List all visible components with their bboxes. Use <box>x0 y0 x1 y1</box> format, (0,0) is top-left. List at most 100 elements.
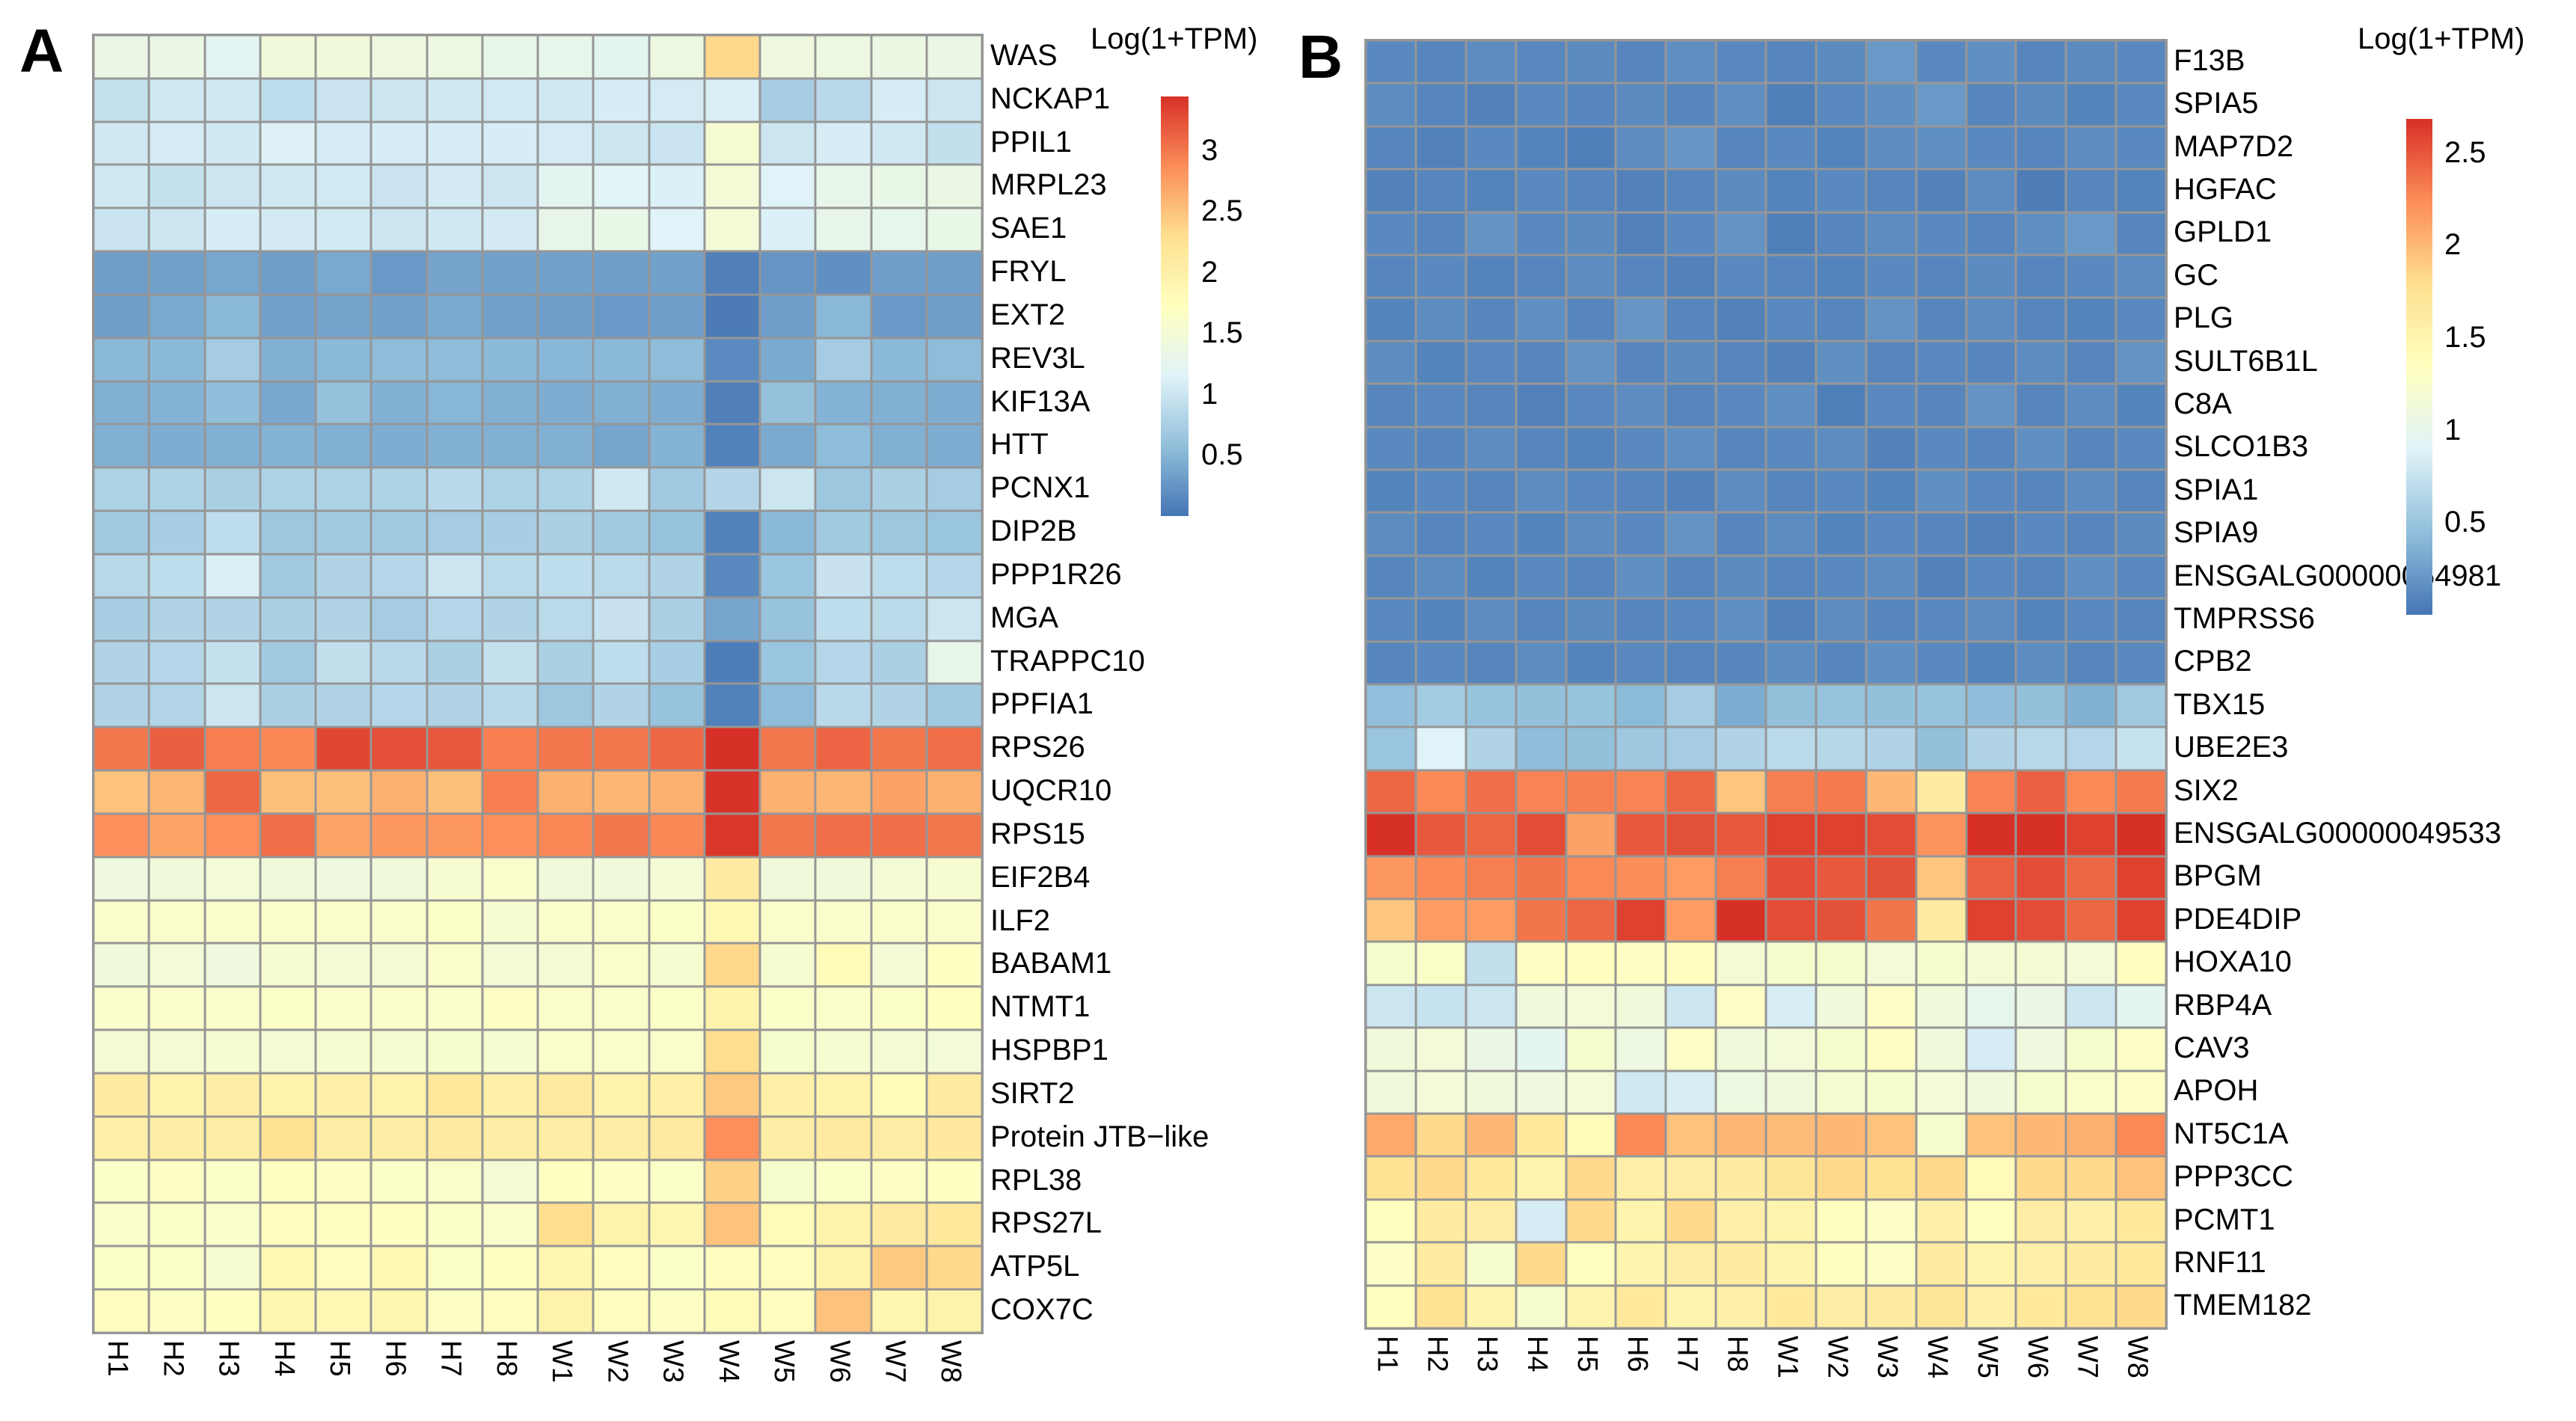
heatmap-cell <box>2016 126 2067 170</box>
heatmap-cell <box>926 553 982 598</box>
heatmap-cell <box>926 943 982 987</box>
heatmap-cell <box>1366 942 1416 985</box>
heatmap-cell <box>1565 1156 1616 1200</box>
heatmap-cell <box>2066 298 2117 341</box>
heatmap-cell <box>316 856 372 900</box>
heatmap-cell <box>1515 641 1566 684</box>
heatmap-cell <box>815 1246 871 1290</box>
gene-label: TBX15 <box>2174 687 2266 721</box>
heatmap-cell <box>149 1116 205 1160</box>
heatmap-cell <box>316 1203 372 1247</box>
heatmap-cell <box>149 684 205 728</box>
heatmap-cell <box>1515 384 1566 427</box>
heatmap-cell <box>593 467 649 512</box>
heatmap-cell <box>1465 169 1516 212</box>
heatmap-cell <box>371 943 427 987</box>
heatmap-cell <box>760 770 816 814</box>
heatmap-cell <box>2116 426 2166 470</box>
heatmap-cell <box>760 1289 816 1333</box>
heatmap-cell <box>1716 384 1766 427</box>
heatmap-cell <box>1366 1028 1416 1071</box>
heatmap-b-grid <box>1364 39 2168 1330</box>
heatmap-cell <box>93 337 150 381</box>
heatmap-cell <box>149 165 205 209</box>
heatmap-cell <box>760 986 816 1031</box>
heatmap-cell <box>1916 942 1966 985</box>
heatmap-cell <box>2066 899 2117 942</box>
heatmap-cell <box>1716 255 1766 298</box>
heatmap-cell <box>593 684 649 728</box>
heatmap-cell <box>2116 1070 2166 1114</box>
heatmap-cell <box>1966 255 2017 298</box>
heatmap-cell <box>760 943 816 987</box>
heatmap-cell <box>538 337 594 381</box>
heatmap-cell <box>482 424 538 468</box>
heatmap-cell <box>2016 555 2067 599</box>
heatmap-cell <box>1766 1070 1816 1114</box>
heatmap-cell <box>704 35 760 79</box>
heatmap-cell <box>1515 1242 1566 1286</box>
heatmap-cell <box>2116 598 2166 642</box>
heatmap-cell <box>1616 1199 1666 1243</box>
heatmap-cell <box>1465 1285 1516 1328</box>
heatmap-cell <box>1666 470 1717 513</box>
heatmap-cell <box>1616 727 1666 770</box>
heatmap-cell <box>2016 984 2067 1028</box>
heatmap-cell <box>593 208 649 252</box>
heatmap-cell <box>2066 512 2117 556</box>
heatmap-cell <box>1565 1242 1616 1286</box>
heatmap-cell <box>1966 1070 2017 1114</box>
heatmap-cell <box>1815 512 1866 556</box>
heatmap-cell <box>1916 1242 1966 1286</box>
heatmap-cell <box>926 1072 982 1117</box>
heatmap-cell <box>1815 856 1866 899</box>
heatmap-cell <box>1716 1028 1766 1071</box>
heatmap-cell <box>2116 340 2166 384</box>
heatmap-cell <box>93 78 150 122</box>
heatmap-cell <box>204 900 260 944</box>
heatmap-cell <box>371 770 427 814</box>
heatmap-cell <box>149 856 205 900</box>
heatmap-cell <box>926 294 982 338</box>
heatmap-cell <box>260 78 316 122</box>
heatmap-cell <box>204 251 260 295</box>
heatmap-cell <box>93 1203 150 1247</box>
heatmap-cell <box>93 165 150 209</box>
heatmap-cell <box>1916 169 1966 212</box>
heatmap-cell <box>426 900 482 944</box>
heatmap-cell <box>316 986 372 1031</box>
heatmap-cell <box>426 986 482 1031</box>
heatmap-cell <box>1465 384 1516 427</box>
heatmap-cell <box>1916 1070 1966 1114</box>
heatmap-cell <box>1415 684 1466 728</box>
heatmap-cell <box>1616 126 1666 170</box>
heatmap-cell <box>2066 169 2117 212</box>
gene-label: PDE4DIP <box>2174 902 2302 936</box>
heatmap-cell <box>426 553 482 598</box>
heatmap-cell <box>371 1203 427 1247</box>
heatmap-cell <box>1966 984 2017 1028</box>
heatmap-cell <box>426 856 482 900</box>
heatmap-cell <box>1515 298 1566 341</box>
heatmap-cell <box>815 553 871 598</box>
heatmap-cell <box>1616 1028 1666 1071</box>
heatmap-cell <box>204 943 260 987</box>
heatmap-cell <box>1366 555 1416 599</box>
heatmap-cell <box>1666 298 1717 341</box>
heatmap-cell <box>2066 684 2117 728</box>
heatmap-cell <box>1415 298 1466 341</box>
heatmap-cell <box>1966 83 2017 126</box>
heatmap-cell <box>1515 255 1566 298</box>
heatmap-cell <box>760 35 816 79</box>
heatmap-cell <box>1366 1199 1416 1243</box>
heatmap-cell <box>538 1116 594 1160</box>
heatmap-cell <box>1366 1114 1416 1157</box>
heatmap-cell <box>1716 470 1766 513</box>
heatmap-cell <box>260 1289 316 1333</box>
heatmap-cell <box>926 900 982 944</box>
heatmap-cell <box>1465 470 1516 513</box>
gene-label: MGA <box>990 601 1059 634</box>
heatmap-cell <box>1465 555 1516 599</box>
heatmap-cell <box>704 424 760 468</box>
heatmap-cell <box>149 1246 205 1290</box>
